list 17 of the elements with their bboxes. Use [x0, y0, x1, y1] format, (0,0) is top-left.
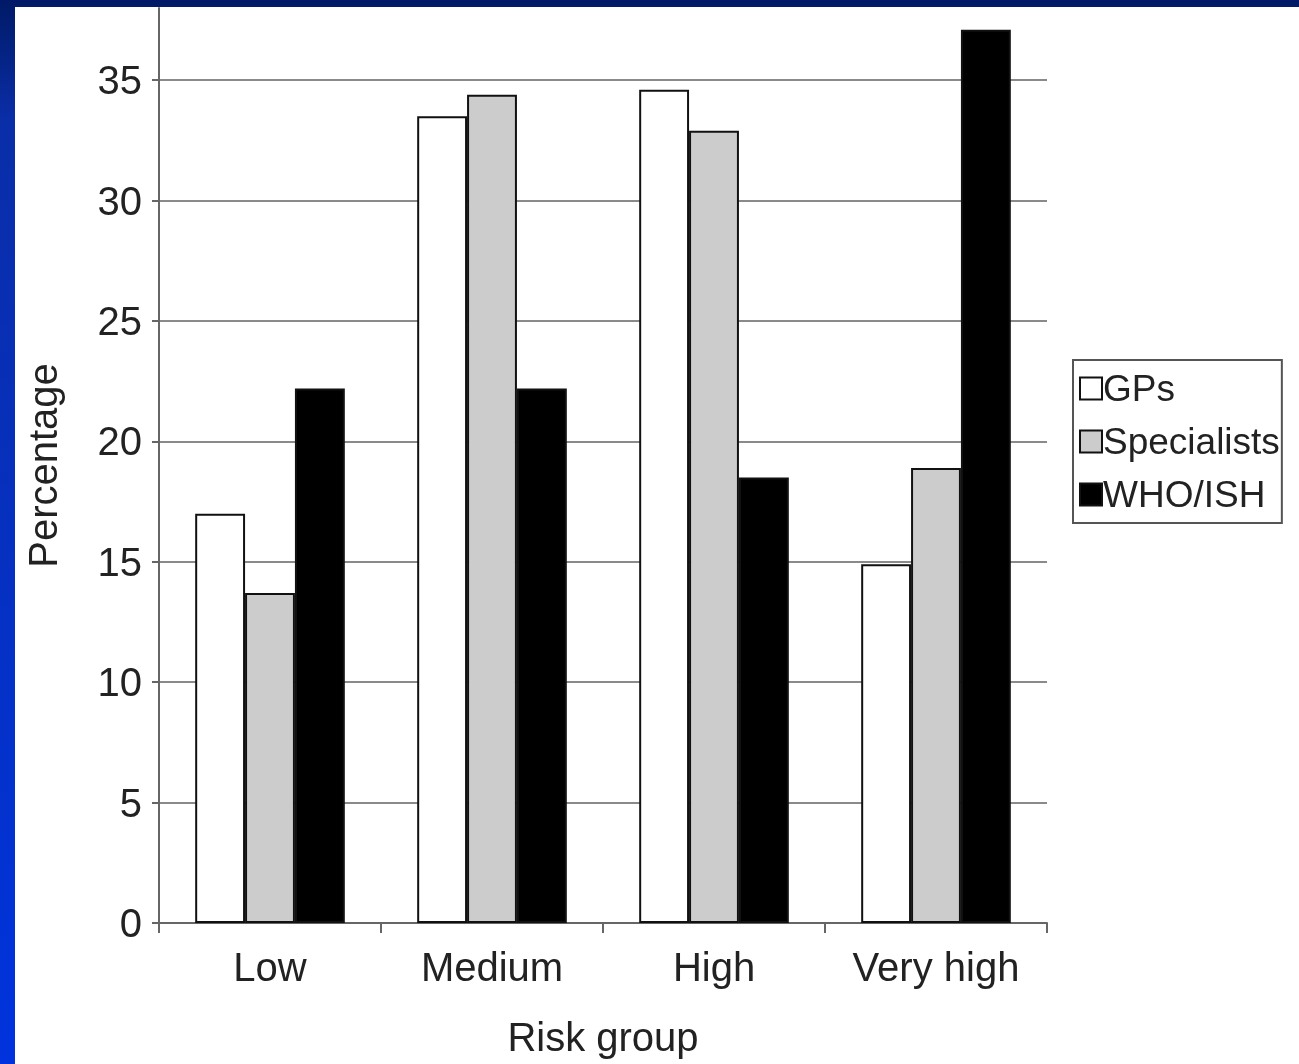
legend-label: Specialists [1103, 421, 1280, 462]
y-tick-label: 0 [119, 901, 142, 945]
y-tick-label: 35 [97, 58, 142, 103]
y-tick-label: 5 [119, 780, 142, 825]
x-tick-label: Medium [420, 945, 564, 989]
y-tick-label: 15 [97, 539, 142, 584]
y-axis-title: Percentage [21, 363, 65, 568]
x-tick-label: Very high [852, 945, 1020, 989]
legend-label: GPs [1103, 368, 1175, 409]
x-tick-label: High [672, 945, 756, 989]
y-tick-label: 25 [97, 299, 142, 344]
x-tick-label: Low [233, 945, 307, 989]
legend-label: WHO/ISH [1103, 474, 1266, 515]
y-tick-label: 30 [97, 178, 142, 223]
y-tick-label: 10 [97, 660, 142, 705]
x-axis-title: Risk group [507, 1015, 699, 1059]
y-tick-label: 20 [97, 419, 142, 464]
